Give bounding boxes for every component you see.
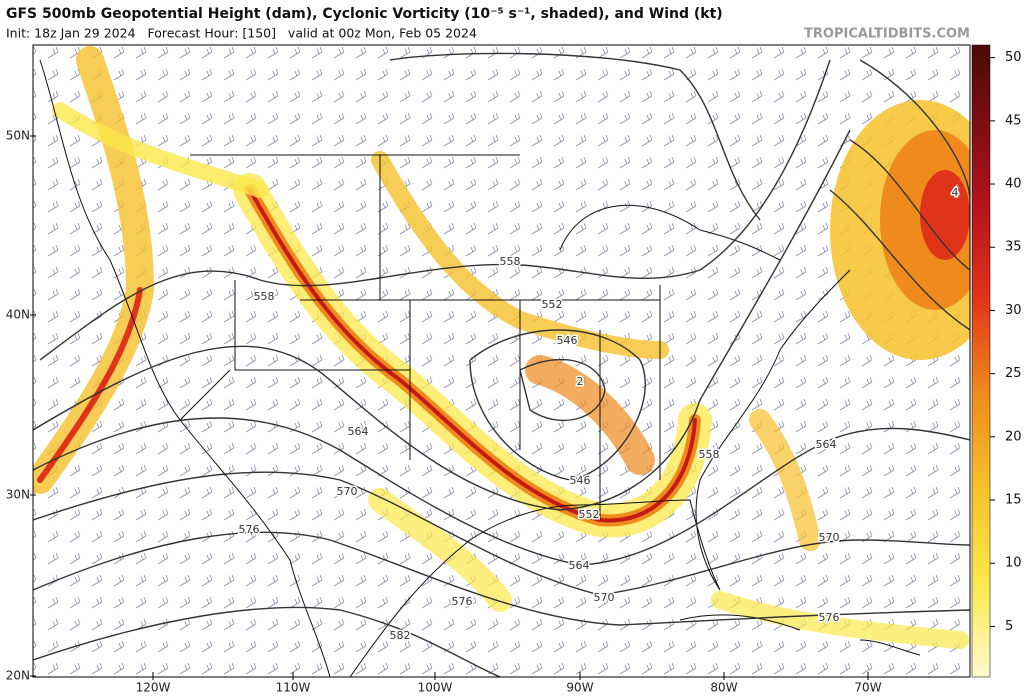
site: TROPICALTIDBITS.COM (804, 27, 970, 42)
map-frame (32, 44, 971, 678)
contour-label: 546 (557, 334, 578, 347)
contour-label: 4 (952, 186, 959, 199)
contour-label: 576 (452, 595, 473, 608)
contour-label: 570 (594, 591, 615, 604)
contour-label: 546 (570, 474, 591, 487)
contour-label: 558 (500, 255, 521, 268)
contour-label: 570 (819, 531, 840, 544)
contour-label: 552 (542, 298, 563, 311)
colorbar-label: 5 (1005, 619, 1013, 634)
contour-label: 582 (390, 629, 411, 642)
subtitle: Init: 18z Jan 29 2024 Forecast Hour: [15… (6, 26, 477, 41)
lon-label: 100W (418, 681, 453, 695)
title: GFS 500mb Geopotential Height (dam), Cyc… (6, 6, 723, 22)
contour-label: 564 (348, 425, 369, 438)
lat-label: 50N (6, 129, 30, 143)
colorbar-label: 10 (1005, 556, 1022, 571)
colorbar-label: 25 (1005, 366, 1022, 381)
colorbar-label: 50 (1005, 50, 1022, 65)
colorbar-label: 45 (1005, 113, 1022, 128)
contour-label: 570 (337, 485, 358, 498)
colorbar-label: 30 (1005, 303, 1022, 318)
contour-label: 2 (577, 375, 584, 388)
contour-label: 564 (816, 438, 837, 451)
lon-label: 110W (276, 681, 311, 695)
lon-label: 120W (136, 681, 171, 695)
lat-label: 40N (6, 308, 30, 322)
contour-label: 552 (579, 508, 600, 521)
contour-label: 576 (819, 611, 840, 624)
lat-label: 20N (6, 669, 30, 683)
lon-label: 90W (566, 681, 593, 695)
colorbar-label: 20 (1005, 429, 1022, 444)
colorbar-label: 35 (1005, 240, 1022, 255)
colorbar-label: 15 (1005, 493, 1022, 508)
contour-label: 576 (239, 523, 260, 536)
lon-label: 80W (710, 681, 737, 695)
contour-label: 558 (699, 448, 720, 461)
colorbar-label: 40 (1005, 177, 1022, 192)
map (33, 45, 970, 677)
contour-label: 564 (569, 559, 590, 572)
lon-label: 70W (854, 681, 881, 695)
colorbar (971, 44, 991, 678)
contour-label: 558 (254, 290, 275, 303)
lat-label: 30N (6, 488, 30, 502)
